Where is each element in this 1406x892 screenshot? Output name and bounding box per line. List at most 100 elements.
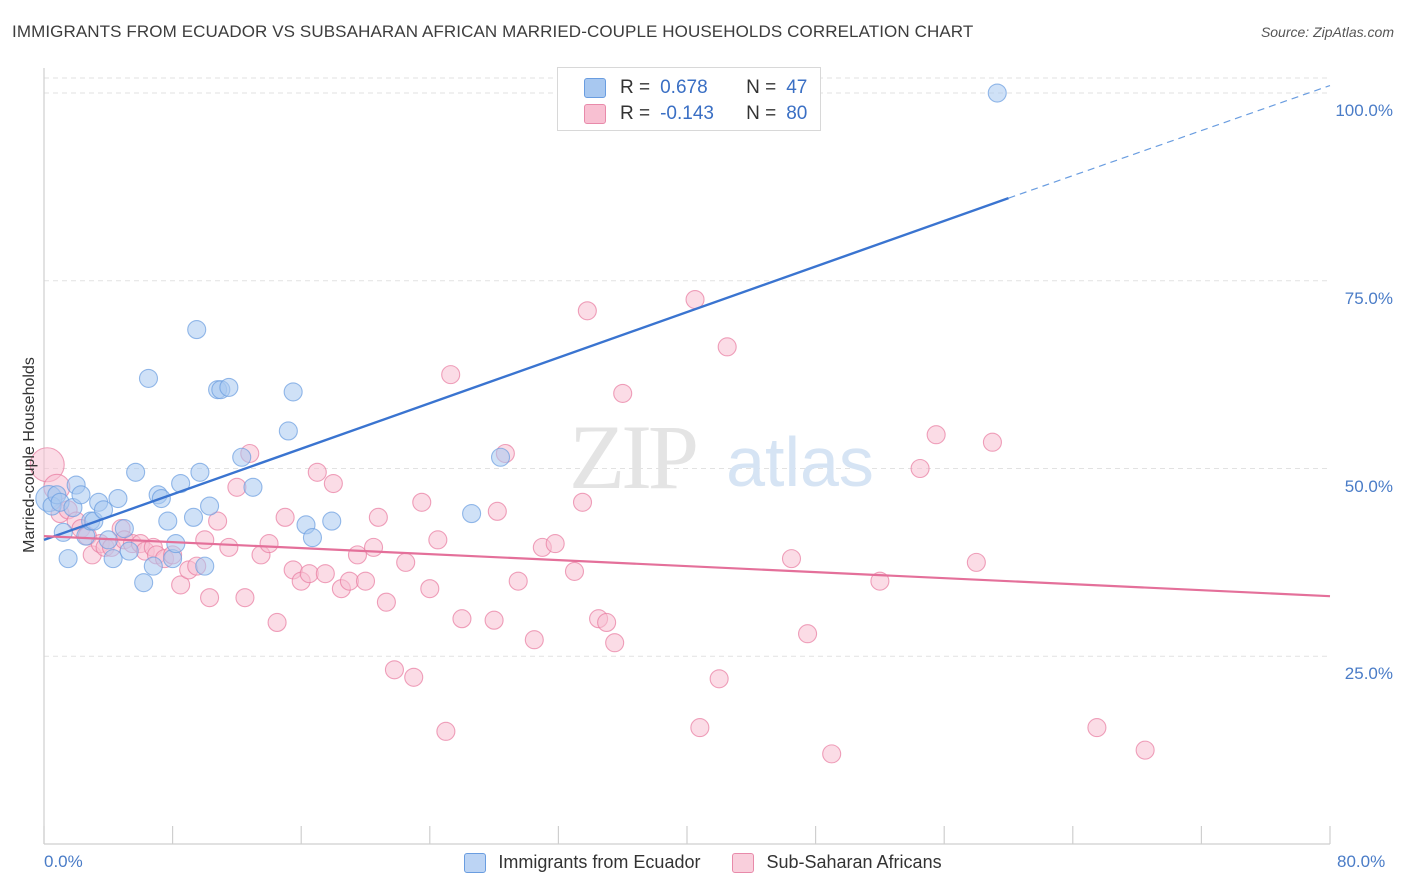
legend-n-value: 47 [786, 77, 808, 98]
ecuador-point [200, 496, 220, 516]
ecuador-point [134, 573, 154, 593]
subsaharan-point [396, 552, 416, 572]
subsaharan-point [436, 721, 456, 741]
trend-lines [43, 84, 1331, 598]
ecuador-point [232, 447, 252, 467]
subsaharan-point [484, 610, 504, 630]
ecuador-point [108, 488, 128, 509]
x-tick-max: 80.0% [1337, 852, 1386, 871]
subsaharan-point [822, 744, 842, 764]
legend-label-ecuador: Immigrants from Ecuador [498, 852, 701, 872]
subsaharan-point [376, 592, 396, 612]
legend-row-subsaharan: R = -0.143 N = 80 [584, 102, 807, 126]
subsaharan-point [323, 473, 343, 494]
subsaharan-point [597, 612, 617, 633]
subsaharan-point [926, 425, 946, 445]
subsaharan-point [870, 571, 890, 591]
ecuador-point [219, 377, 239, 397]
ecuador-trend-extension [1008, 84, 1331, 199]
ecuador-point [195, 556, 215, 576]
ecuador-point [243, 477, 263, 497]
subsaharan-point [195, 530, 215, 550]
legend-swatch-ecuador [464, 852, 487, 873]
subsaharan-trend-line [43, 534, 1331, 598]
ecuador-point [283, 382, 303, 402]
ecuador-point [187, 320, 207, 340]
subsaharan-point [259, 534, 279, 554]
subsaharan-point [441, 365, 461, 385]
subsaharan-point [709, 669, 729, 689]
subsaharan-point [384, 660, 404, 680]
x-tick-min: 0.0% [44, 852, 83, 871]
subsaharan-point [235, 588, 255, 608]
subsaharan-point [910, 458, 930, 479]
subsaharan-point [508, 571, 528, 591]
subsaharan-point [428, 530, 448, 550]
sub-saharan-points [29, 289, 1155, 764]
y-tick-label: 100.0% [1335, 101, 1393, 121]
ecuador-point [183, 507, 204, 527]
subsaharan-point [605, 633, 625, 653]
legend-r-label: R = [620, 103, 651, 124]
ecuador-point [143, 556, 163, 576]
subsaharan-point [545, 534, 565, 554]
subsaharan-point [1135, 740, 1155, 760]
ecuador-point [490, 447, 511, 467]
series-legend: Immigrants from Ecuador Sub-Saharan Afri… [0, 852, 1406, 873]
legend-r-value: -0.143 [660, 103, 714, 124]
ecuador-point [119, 541, 139, 561]
y-tick-label: 50.0% [1344, 476, 1393, 496]
legend-swatch-subsaharan [732, 852, 755, 873]
legend-item-subsaharan[interactable]: Sub-Saharan Africans [732, 852, 942, 873]
ecuador-point [190, 462, 210, 482]
subsaharan-point [363, 537, 384, 557]
y-axis-label: Married-couple Households [21, 357, 38, 553]
ecuador-point [103, 549, 123, 569]
legend-n-label: N = [746, 77, 777, 98]
legend-r-value: 0.678 [660, 77, 708, 98]
subsaharan-point [208, 511, 228, 531]
ecuador-point [138, 368, 159, 388]
subsaharan-point [412, 492, 432, 512]
subsaharan-point [275, 507, 295, 527]
subsaharan-point [524, 630, 544, 650]
watermark-atlas: atlas [726, 423, 874, 501]
subsaharan-point [798, 624, 818, 644]
axes [43, 68, 1331, 845]
ecuador-point [302, 528, 323, 548]
subsaharan-point [487, 501, 507, 521]
ecuador-point [322, 511, 342, 531]
ecuador-point [114, 519, 134, 539]
watermark: ZIP atlas [569, 406, 874, 508]
legend-item-ecuador[interactable]: Immigrants from Ecuador [464, 852, 700, 873]
ecuador-point [58, 549, 78, 569]
subsaharan-point [982, 432, 1002, 452]
subsaharan-point [452, 609, 472, 629]
ecuador-point [71, 485, 91, 505]
ecuador-point [462, 504, 482, 524]
subsaharan-point [577, 301, 597, 321]
legend-row-ecuador: R = 0.678 N = 47 [584, 76, 807, 100]
y-tick-label: 25.0% [1344, 664, 1393, 684]
ecuador-point [126, 462, 146, 482]
subsaharan-point [299, 564, 319, 584]
ecuador-trend-line [43, 197, 1009, 541]
chart-title: IMMIGRANTS FROM ECUADOR VS SUBSAHARAN AF… [12, 22, 974, 41]
legend-n-label: N = [746, 103, 777, 124]
y-tick-label: 75.0% [1344, 288, 1393, 308]
ecuador-point [278, 421, 298, 441]
source-label: Source: ZipAtlas.com [1260, 24, 1394, 40]
subsaharan-point [564, 561, 585, 581]
subsaharan-point [420, 579, 440, 599]
subsaharan-point [171, 575, 191, 595]
legend-label-subsaharan: Sub-Saharan Africans [766, 852, 942, 872]
subsaharan-point [368, 507, 388, 527]
subsaharan-point [613, 383, 633, 403]
legend-swatch-subsaharan [584, 104, 606, 124]
watermark-zip: ZIP [569, 406, 696, 508]
subsaharan-point [200, 588, 220, 608]
subsaharan-point [267, 612, 287, 633]
subsaharan-point [347, 545, 368, 565]
legend-n-value: 80 [786, 103, 808, 124]
